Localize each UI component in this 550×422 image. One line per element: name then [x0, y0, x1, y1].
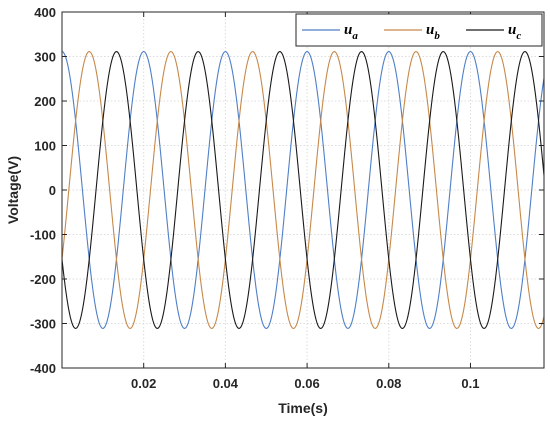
y-tick-label: -300	[30, 317, 56, 332]
x-tick-label: 0.1	[461, 376, 479, 391]
y-tick-label: -400	[30, 361, 56, 376]
y-tick-label: 100	[34, 139, 56, 154]
legend: ua ub uc	[295, 13, 543, 47]
y-tick-label: 300	[34, 50, 56, 65]
x-axis-title: Time(s)	[278, 400, 328, 416]
y-axis-title: Voltage(V)	[5, 156, 21, 224]
x-tick-label: 0.06	[294, 376, 319, 391]
x-tick-label: 0.08	[376, 376, 401, 391]
series-ub-line	[61, 51, 545, 329]
legend-label-ub: ub	[426, 22, 440, 42]
y-tick-label: -200	[30, 272, 56, 287]
y-tick-label: 200	[34, 94, 56, 109]
y-tick-label: -100	[30, 228, 56, 243]
series-ua-line	[61, 51, 545, 329]
x-tick-label: 0.02	[131, 376, 156, 391]
legend-label-ua: ua	[344, 22, 358, 42]
x-tick-label: 0.04	[213, 376, 239, 391]
x-tick-labels: 0.02 0.04 0.06 0.08 0.1	[131, 376, 479, 391]
y-tick-label: 0	[49, 183, 56, 198]
y-tick-label: 400	[34, 5, 56, 20]
legend-label-uc: uc	[508, 22, 521, 42]
y-tick-labels: -400 -300 -200 -100 0 100 200 300 400	[30, 5, 56, 376]
series-uc-line	[61, 51, 545, 329]
series-group	[61, 51, 545, 329]
